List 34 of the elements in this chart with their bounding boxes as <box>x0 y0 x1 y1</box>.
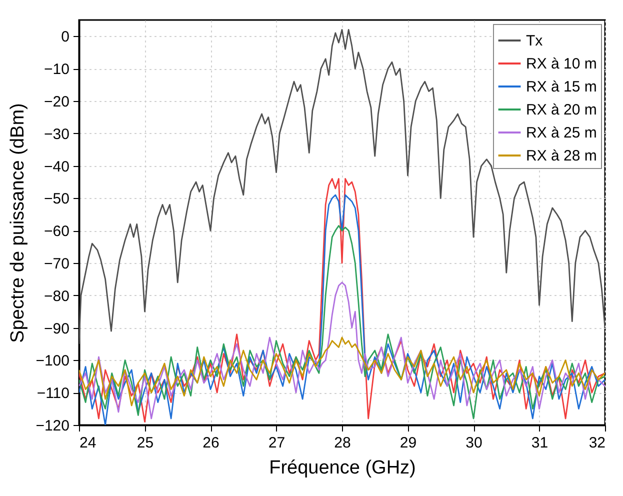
y-tick-label: −30 <box>44 126 70 143</box>
y-tick-label: −20 <box>44 94 70 110</box>
y-tick-label: −90 <box>44 320 70 338</box>
y-tick-label: −60 <box>44 223 70 240</box>
line-series <box>79 225 605 420</box>
y-tick-label: −50 <box>44 190 70 208</box>
y-tick-label: −110 <box>36 385 70 402</box>
legend-label: RX à 28 m <box>526 148 597 164</box>
x-tick-label: 29 <box>400 434 417 452</box>
y-tick-label: −80 <box>44 288 70 305</box>
y-tick-label: −100 <box>36 352 70 370</box>
x-tick-label: 26 <box>202 434 220 452</box>
x-tick-label: 28 <box>334 434 351 452</box>
x-tick-label: 30 <box>466 434 482 452</box>
x-tick-label: 27 <box>268 434 286 452</box>
x-tick-label: 31 <box>531 434 548 452</box>
legend-label: RX à 25 m <box>526 124 597 142</box>
legend-label: RX à 15 m <box>526 78 597 96</box>
x-tick-label: 32 <box>588 434 606 452</box>
y-tick-label: −10 <box>44 61 70 78</box>
legend-label: Tx <box>526 32 544 50</box>
y-tick-label: 0 <box>61 28 70 46</box>
legend-label: RX à 20 m <box>526 102 597 118</box>
legend-label: RX à 10 m <box>526 56 597 72</box>
y-tick-label: −120 <box>36 418 70 434</box>
x-tick-label: 24 <box>80 434 96 452</box>
line-series <box>79 29 605 345</box>
line-series <box>79 336 605 406</box>
line-series <box>79 282 605 420</box>
y-tick-label: −70 <box>44 256 70 272</box>
x-axis-title: Fréquence (GHz) <box>269 458 416 478</box>
y-tick-label: −40 <box>44 158 70 176</box>
x-tick-label: 25 <box>136 434 154 452</box>
y-axis-title: Spectre de puissance (dBm) <box>8 103 29 343</box>
